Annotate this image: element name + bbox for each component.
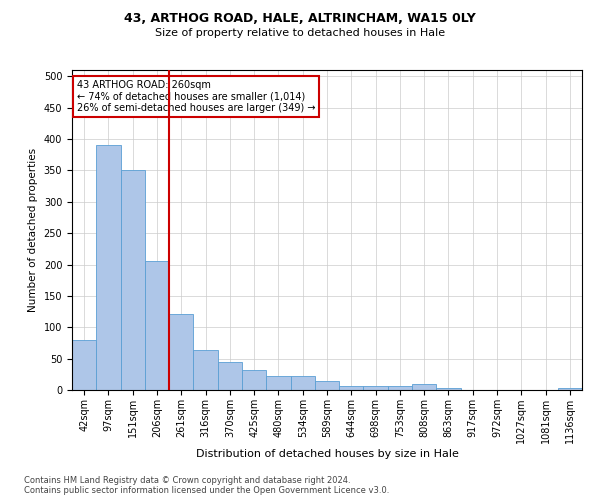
Bar — [315, 381, 339, 390]
Bar — [218, 362, 242, 390]
Bar — [558, 388, 582, 390]
Text: 43, ARTHOG ROAD, HALE, ALTRINCHAM, WA15 0LY: 43, ARTHOG ROAD, HALE, ALTRINCHAM, WA15 … — [124, 12, 476, 26]
Bar — [290, 376, 315, 390]
Bar — [193, 350, 218, 390]
Bar — [169, 314, 193, 390]
Bar — [72, 340, 96, 390]
Y-axis label: Number of detached properties: Number of detached properties — [28, 148, 38, 312]
Text: 43 ARTHOG ROAD: 260sqm
← 74% of detached houses are smaller (1,014)
26% of semi-: 43 ARTHOG ROAD: 260sqm ← 74% of detached… — [77, 80, 316, 113]
Bar — [266, 376, 290, 390]
Bar — [242, 370, 266, 390]
Text: Contains HM Land Registry data © Crown copyright and database right 2024.
Contai: Contains HM Land Registry data © Crown c… — [24, 476, 389, 495]
Bar — [145, 262, 169, 390]
Bar — [364, 386, 388, 390]
Bar — [388, 386, 412, 390]
Bar — [96, 146, 121, 390]
Bar — [436, 388, 461, 390]
Bar — [412, 384, 436, 390]
Bar — [121, 170, 145, 390]
Text: Size of property relative to detached houses in Hale: Size of property relative to detached ho… — [155, 28, 445, 38]
X-axis label: Distribution of detached houses by size in Hale: Distribution of detached houses by size … — [196, 448, 458, 458]
Bar — [339, 386, 364, 390]
